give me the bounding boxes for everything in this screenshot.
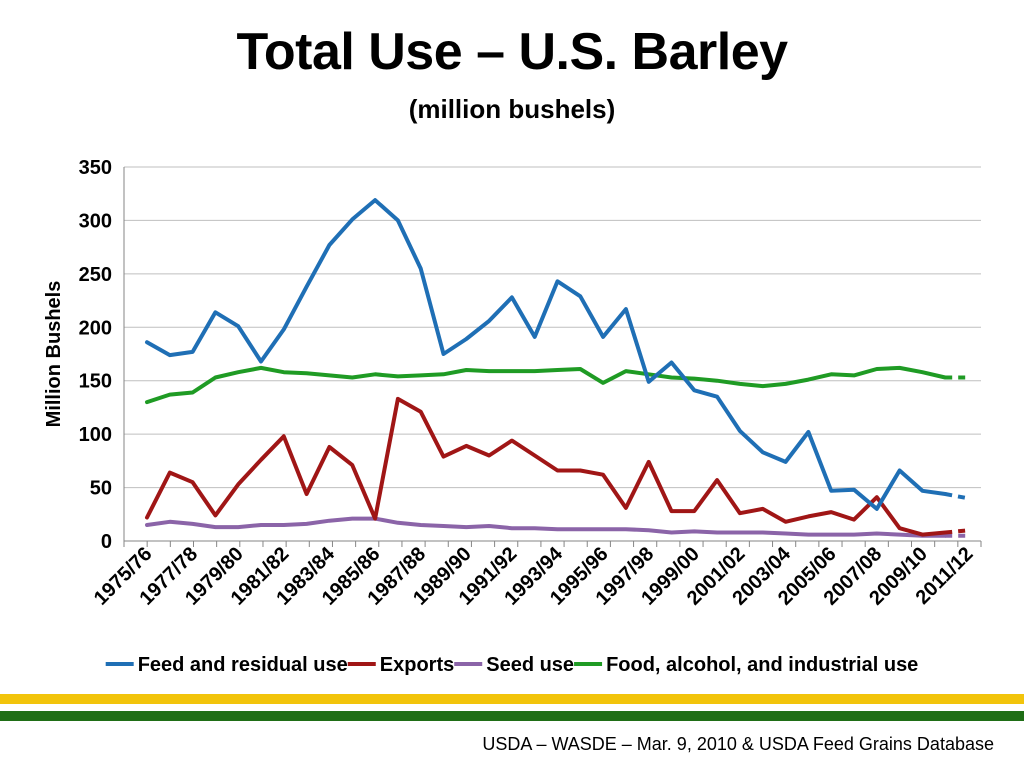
- line-chart: 0501001502002503003501975/761977/781979/…: [43, 157, 982, 676]
- series-line-food-alcohol-and-industrial-use: [145, 365, 948, 405]
- footer-green-band: [0, 711, 1024, 721]
- legend-label-feed-and-residual-use: Feed and residual use: [138, 654, 348, 676]
- y-tick-label-100: 100: [79, 424, 112, 446]
- y-axis-label: Million Bushels: [43, 281, 65, 428]
- series-projection-feed-and-residual-use: [944, 492, 969, 501]
- y-tick-label-0: 0: [101, 531, 112, 553]
- y-tick-label-350: 350: [79, 157, 112, 179]
- y-tick-label-150: 150: [79, 371, 112, 393]
- series-projection-exports: [945, 528, 969, 535]
- series-line-feed-and-residual-use: [145, 198, 948, 511]
- chart-title: Total Use – U.S. Barley: [236, 23, 788, 81]
- y-tick-label-300: 300: [79, 210, 112, 232]
- y-tick-label-250: 250: [79, 264, 112, 286]
- legend-label-food-alcohol-and-industrial-use: Food, alcohol, and industrial use: [606, 654, 918, 676]
- chart-subtitle: (million bushels): [408, 94, 616, 124]
- footer-yellow-band: [0, 694, 1024, 704]
- series-line-seed-use: [145, 516, 948, 538]
- legend-label-seed-use: Seed use: [486, 654, 574, 676]
- y-tick-label-200: 200: [79, 317, 112, 339]
- series-line-exports: [145, 396, 948, 537]
- source-note: USDA – WASDE – Mar. 9, 2010 & USDA Feed …: [482, 734, 994, 754]
- legend-label-exports: Exports: [380, 654, 454, 676]
- y-tick-label-50: 50: [90, 478, 112, 500]
